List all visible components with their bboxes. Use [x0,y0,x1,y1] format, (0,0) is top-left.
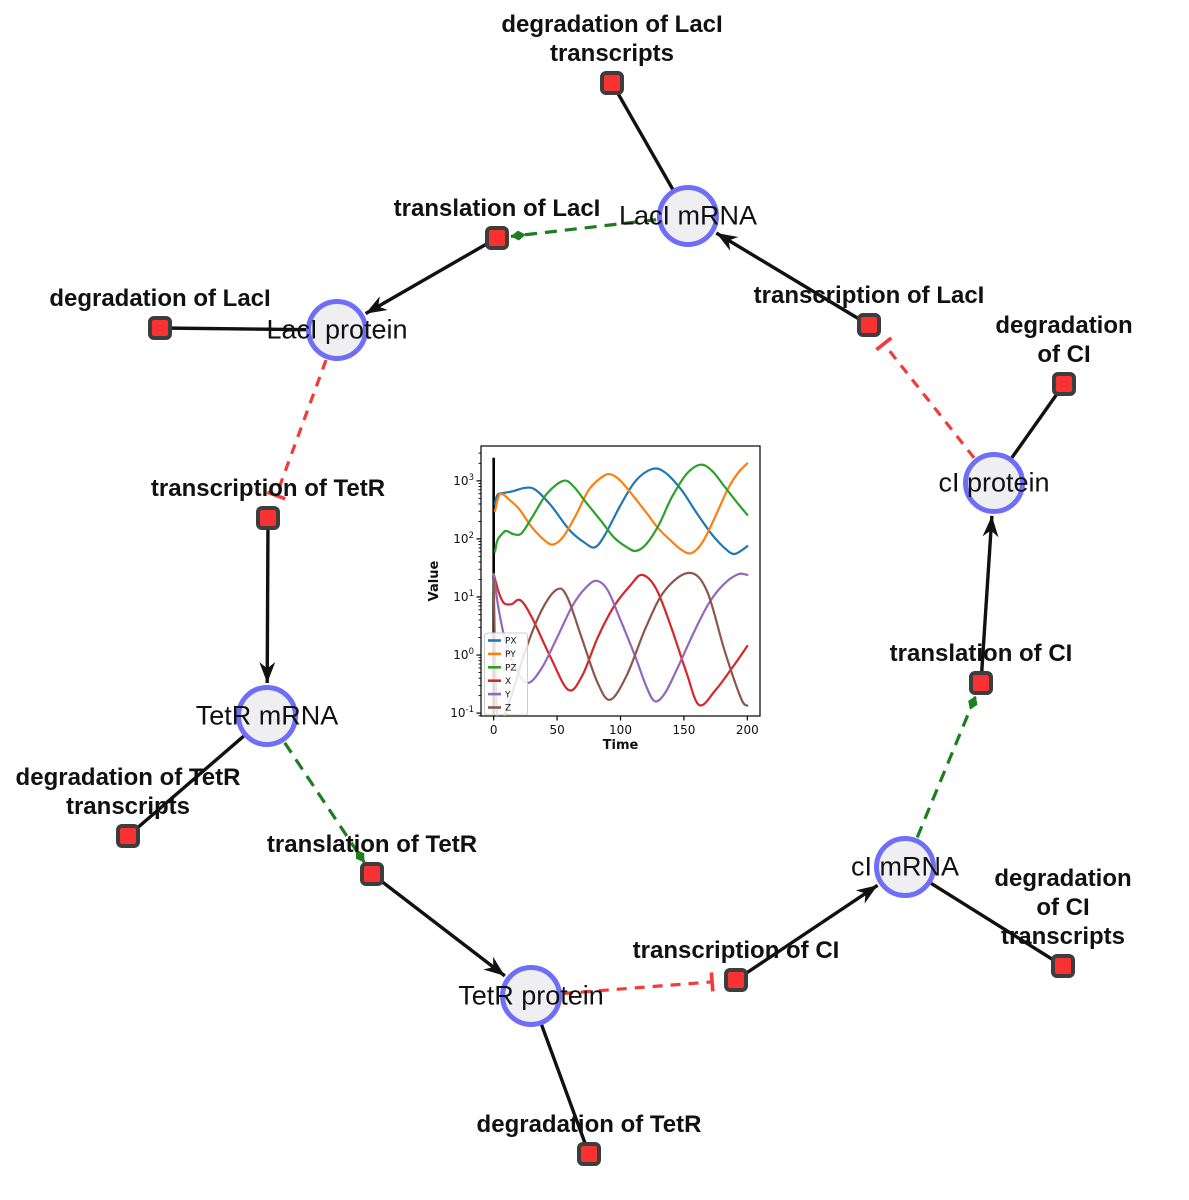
chart-legend-label-PX: PX [505,637,517,647]
chart-series-PY [493,462,749,555]
timeseries-chart: 10-1 100 101 102 103 0 50 100 150 200 Time Value PX P… [424,438,776,768]
edge-reactant-tetr-mrna-to-deg-tetr-transcripts [126,714,269,838]
chart-series-PX [493,467,749,556]
edge-product-transcription-ci-to-ci-mrna [735,883,879,982]
chart-y-tick-label: 10-1 [450,705,474,720]
chart-legend-label-X: X [505,677,511,687]
edge-modifier-tetr-mrna-to-translation-tetr [283,741,366,864]
chart-legend-label-Y: Y [504,690,511,700]
edge-reactant-ci-mrna-to-deg-ci-transcripts [904,865,1064,968]
edge-product-translation-ci-to-ci-protein [979,515,999,684]
chart-x-tick-label: 100 [609,723,632,737]
chart-x-tick-label: 150 [672,723,695,737]
edge-product-transcription-laci-to-laci-mrna [715,231,870,327]
edge-product-translation-laci-to-laci-protein [364,236,498,316]
edge-reactant-laci-mrna-to-deg-laci-transcripts [610,82,690,217]
chart-ylabel: Value [427,560,442,601]
chart-legend-label-PY: PY [505,650,516,660]
chart-series-PZ [493,463,749,553]
edge-inhibitor-laci-protein-to-transcription-tetr [266,359,328,501]
chart-y-tick-label: 103 [453,473,474,488]
edge-modifier-ci-mrna-to-translation-ci [915,695,978,839]
chart-x-tick-label: 200 [736,723,759,737]
edge-reactant-laci-protein-to-deg-laci [159,326,338,332]
chart-xlabel: Time [603,738,639,753]
edge-inhibitor-tetr-protein-to-transcription-ci [562,972,715,996]
chart-y-tick-label: 101 [453,589,474,604]
edge-product-transcription-tetr-to-tetr-mrna [259,517,276,684]
chart-x-tick-label: 0 [490,723,498,737]
chart-y-tick-label: 100 [453,647,474,662]
edge-inhibitor-ci-protein-to-transcription-laci [875,336,976,459]
chart-y-tick-label: 102 [453,531,474,546]
edge-reactant-tetr-protein-to-deg-tetr [529,995,591,1155]
edge-modifier-laci-mrna-to-translation-laci [510,218,657,241]
chart-legend: PX PY PZ XYZ [484,632,528,716]
chart-legend-label-Z: Z [505,704,511,714]
chart-series-X [492,572,749,707]
chart-series-Y [492,572,749,703]
chart-x-tick-label: 50 [549,723,564,737]
chart-legend-label-PZ: PZ [505,664,517,674]
edge-product-translation-tetr-to-tetr-protein [370,872,506,978]
edge-reactant-ci-protein-to-deg-ci [992,383,1066,484]
